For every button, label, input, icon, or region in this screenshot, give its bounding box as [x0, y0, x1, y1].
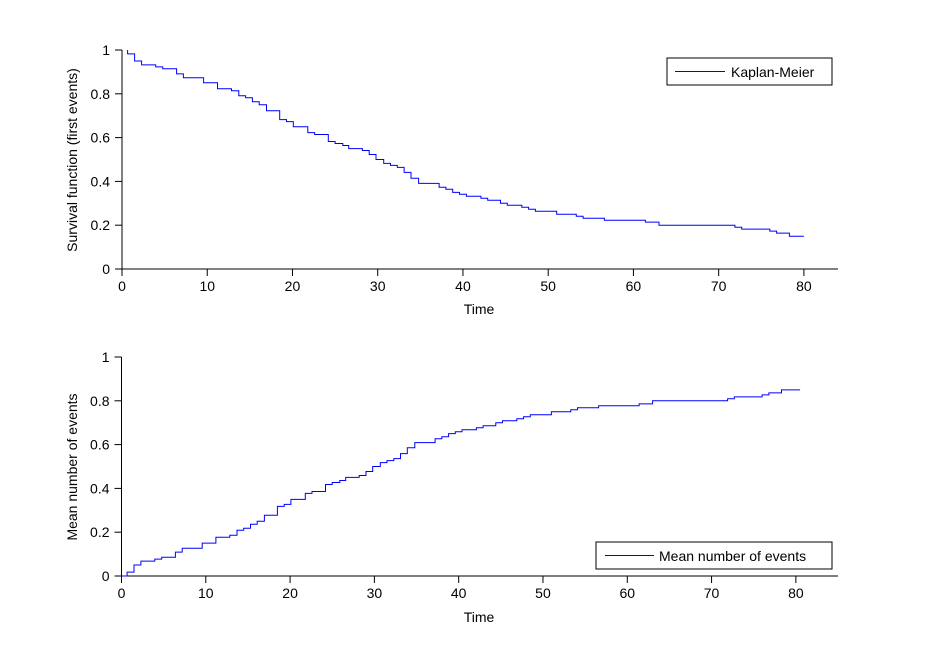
x-tick-label: 10: [199, 278, 215, 294]
x-tick-label: 70: [704, 585, 720, 601]
x-axis-label: Time: [464, 609, 495, 625]
x-tick-label: 0: [118, 278, 126, 294]
legend-box: [666, 57, 833, 86]
x-tick-label: 20: [285, 278, 301, 294]
y-axis-label: Survival function (first events): [64, 68, 80, 252]
y-tick-label: 0.6: [91, 130, 111, 146]
legend-label: Kaplan-Meier: [731, 64, 815, 80]
y-axis-label: Mean number of events: [64, 393, 80, 540]
series-step-line: [121, 389, 801, 577]
x-tick-label: 80: [796, 278, 812, 294]
legend: Mean number of events: [595, 541, 833, 570]
x-tick-label: 80: [788, 585, 804, 601]
x-tick-label: 60: [619, 585, 635, 601]
y-tick-label: 0.6: [90, 437, 110, 453]
x-tick-label: 50: [535, 585, 551, 601]
survival-plot: Time Survival function (first events) 0 1…: [64, 42, 838, 317]
x-tick-label: 20: [282, 585, 298, 601]
y-tick-label: 1: [102, 349, 110, 365]
series-step-line: [127, 50, 804, 237]
y-tick-label: 0.8: [90, 393, 110, 409]
x-tick-label: 30: [367, 585, 383, 601]
y-tick-label: 0.4: [91, 173, 111, 189]
x-tick-label: 0: [118, 585, 126, 601]
y-tick-label: 0.8: [91, 86, 111, 102]
y-tick-label: 0: [102, 568, 110, 584]
y-tick-label: 0.2: [90, 524, 110, 540]
y-tick-label: 0.2: [91, 217, 111, 233]
x-tick-label: 30: [370, 278, 386, 294]
x-tick-label: 40: [455, 278, 471, 294]
x-tick-label: 70: [711, 278, 727, 294]
x-axis-label: Time: [464, 301, 495, 317]
mean-events-plot: Time Mean number of events 0 10 20 30 40 50 60…: [64, 349, 838, 625]
x-tick-label: 40: [451, 585, 467, 601]
legend: Kaplan-Meier: [666, 57, 833, 86]
legend-label: Mean number of events: [659, 548, 806, 564]
x-tick-label: 60: [626, 278, 642, 294]
x-tick-label: 50: [540, 278, 556, 294]
y-tick-label: 0: [102, 261, 110, 277]
x-tick-label: 10: [198, 585, 214, 601]
y-tick-label: 0.4: [90, 480, 110, 496]
y-tick-label: 1: [102, 42, 110, 58]
